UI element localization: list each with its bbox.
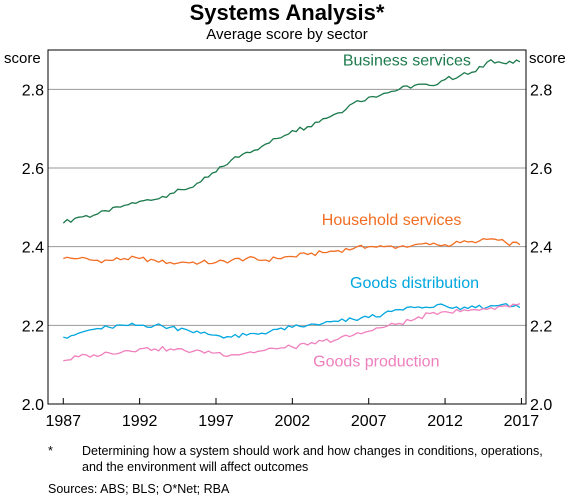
series-label: Business services <box>343 53 471 70</box>
y-tick-label-right: 2.4 <box>530 240 552 257</box>
x-tick-label: 2012 <box>427 413 463 430</box>
x-tick-label: 2007 <box>351 413 387 430</box>
series-label: Goods production <box>313 354 439 371</box>
y-axis-unit-right: score <box>529 50 566 67</box>
footnote-text: Determining how a system should work and… <box>82 444 543 474</box>
x-tick-label: 2002 <box>275 413 311 430</box>
series-line-business-services <box>62 59 521 224</box>
y-tick-label-left: 2.0 <box>22 397 44 414</box>
series-line-household-services <box>63 238 521 265</box>
y-tick-label-right: 2.0 <box>530 397 552 414</box>
plot-frame <box>47 49 527 405</box>
y-tick-label-right: 2.8 <box>530 82 552 99</box>
series-label: Goods distribution <box>350 275 479 292</box>
series-line-goods-distribution <box>63 302 521 339</box>
y-tick-label-right: 2.6 <box>530 161 552 178</box>
x-tick-label: 1987 <box>45 413 81 430</box>
y-tick-label-left: 2.4 <box>22 240 44 257</box>
sources-note: Sources: ABS; BLS; O*Net; RBA <box>48 482 230 496</box>
y-tick-label-left: 2.8 <box>22 82 44 99</box>
x-tick-label: 1992 <box>122 413 158 430</box>
y-tick-label-left: 2.2 <box>22 318 44 335</box>
chart-subtitle: Average score by sector <box>206 26 368 43</box>
series-line-goods-production <box>63 303 521 362</box>
x-tick-label: 2017 <box>504 413 540 430</box>
footnote-marker: * <box>48 444 53 458</box>
series-label: Household services <box>322 212 462 229</box>
y-axis-unit-left: score <box>4 50 41 67</box>
y-tick-label-right: 2.2 <box>530 318 552 335</box>
chart-title: Systems Analysis* <box>189 0 385 25</box>
y-tick-label-left: 2.6 <box>22 161 44 178</box>
x-tick-label: 1997 <box>198 413 234 430</box>
